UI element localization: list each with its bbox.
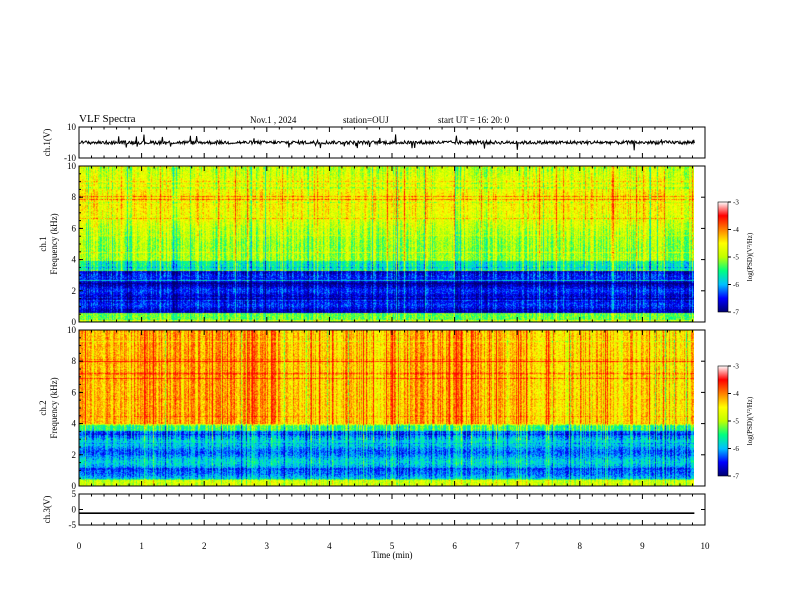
x-tick-label: 6 (452, 541, 457, 551)
y-axis-label: ch.3(V) (42, 496, 52, 524)
y-axis-label-channel: ch.2 (38, 400, 48, 415)
y-axis-label: Frequency (kHz) (49, 213, 59, 274)
y-tick-label: 2 (72, 450, 77, 460)
y-axis-label: ch.1(V) (42, 129, 52, 157)
x-tick-label: 0 (77, 541, 82, 551)
y-tick-label: 10 (67, 161, 77, 171)
y-tick-label: 0 (72, 505, 77, 515)
header-station: station=OUJ (343, 115, 389, 125)
colorbar-tick-label: -4 (733, 390, 739, 398)
header-date: Nov.1 , 2024 (250, 115, 297, 125)
x-tick-label: 2 (202, 541, 207, 551)
y-tick-label: 10 (67, 325, 77, 335)
x-tick-label: 1 (139, 541, 144, 551)
colorbar (717, 365, 729, 477)
colorbar-tick-label: -5 (733, 254, 739, 262)
y-axis-label: Frequency (kHz) (49, 377, 59, 438)
y-tick-label: 0 (72, 317, 77, 327)
x-tick-label: 5 (390, 541, 395, 551)
y-tick-label: 8 (72, 192, 77, 202)
x-tick-label: 9 (640, 541, 645, 551)
y-tick-label: 4 (72, 419, 77, 429)
y-tick-label: -5 (69, 520, 77, 530)
y-tick-label: 8 (72, 356, 77, 366)
x-tick-label: 8 (578, 541, 583, 551)
colorbar-tick-label: -3 (733, 199, 739, 207)
header-title: VLF Spectra (79, 113, 136, 125)
colorbar-tick-label: -6 (733, 281, 739, 289)
colorbar-tick-label: -6 (733, 445, 739, 453)
colorbar-tick-label: -7 (733, 309, 739, 317)
x-tick-label: 7 (515, 541, 520, 551)
colorbar-tick-label: -7 (733, 473, 739, 481)
y-tick-label: 0 (72, 481, 77, 491)
y-axis-label-channel: ch.1 (38, 236, 48, 251)
y-tick-label: 2 (72, 286, 77, 296)
spectrogram-ch2 (79, 330, 694, 486)
colorbar (717, 201, 729, 313)
colorbar-label: log(PSD)(V²/Hz) (746, 232, 754, 281)
colorbar-label: log(PSD)(V²/Hz) (746, 396, 754, 445)
header-start-time: start UT = 16: 20: 0 (438, 115, 510, 125)
x-tick-label: 4 (327, 541, 332, 551)
x-tick-label: 3 (265, 541, 270, 551)
x-axis-label: Time (min) (372, 550, 413, 560)
x-tick-label: 10 (701, 541, 711, 551)
colorbar-tick-label: -4 (733, 226, 739, 234)
y-tick-label: 6 (72, 387, 77, 397)
y-tick-label: -10 (64, 153, 76, 163)
ch1-waveform-line (78, 134, 695, 151)
spectrogram-ch1 (79, 166, 694, 322)
y-tick-label: 10 (67, 122, 77, 132)
y-tick-label: 5 (72, 489, 77, 499)
y-tick-label: 6 (72, 223, 77, 233)
colorbar-tick-label: -3 (733, 363, 739, 371)
colorbar-tick-label: -5 (733, 418, 739, 426)
y-tick-label: 4 (72, 255, 77, 265)
